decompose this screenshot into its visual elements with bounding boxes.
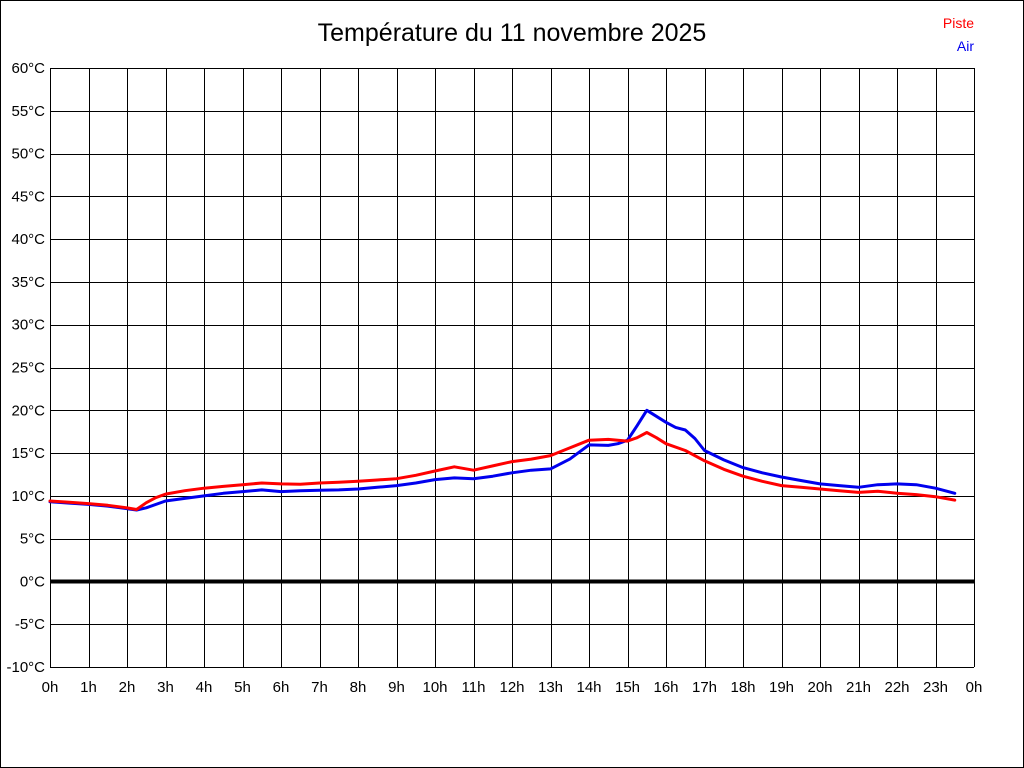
- series-line-air: [48, 408, 957, 512]
- x-tick-label: 14h: [576, 679, 601, 696]
- x-tick-label: 5h: [234, 679, 251, 696]
- x-tick-label: 16h: [653, 679, 678, 696]
- y-tick-label: 50°C: [11, 146, 45, 163]
- y-tick-label: 10°C: [11, 488, 45, 505]
- x-tick-label: 10h: [422, 679, 447, 696]
- y-tick-label: 5°C: [20, 531, 45, 548]
- x-tick-label: 22h: [884, 679, 909, 696]
- y-tick-label: -5°C: [15, 616, 45, 633]
- x-tick-label: 18h: [730, 679, 755, 696]
- y-tick-label: 25°C: [11, 360, 45, 377]
- page-title: Température du 11 novembre 2025: [317, 19, 707, 47]
- legend-item-air: Air: [956, 38, 974, 54]
- y-tick-label: 45°C: [11, 188, 45, 205]
- x-tick-label: 17h: [692, 679, 717, 696]
- y-tick-label: 30°C: [11, 317, 45, 334]
- x-tick-label: 3h: [157, 679, 174, 696]
- legend-item-piste: Piste: [942, 15, 974, 31]
- y-tick-label: 35°C: [11, 274, 45, 291]
- x-tick-label: 0h: [42, 679, 59, 696]
- y-axis-labels: 60°C 55°C 50°C 45°C 40°C 35°C 30°C 25°C 20°C 15°C…: [6, 60, 45, 676]
- chart-legend: Piste Air: [943, 12, 974, 58]
- x-tick-label: 15h: [615, 679, 640, 696]
- x-tick-label: 21h: [846, 679, 871, 696]
- y-tick-label: 0°C: [20, 573, 45, 590]
- x-tick-label: 7h: [311, 679, 328, 696]
- y-tick-label: 60°C: [11, 60, 45, 77]
- x-tick-label: 0h: [966, 679, 983, 696]
- x-tick-label: 9h: [388, 679, 405, 696]
- x-tick-label: 8h: [350, 679, 367, 696]
- x-tick-label: 4h: [196, 679, 213, 696]
- x-tick-label: 23h: [923, 679, 948, 696]
- x-tick-label: 11h: [462, 679, 486, 696]
- x-tick-label: 1h: [80, 679, 97, 696]
- y-tick-label: -10°C: [6, 659, 45, 676]
- y-tick-label: 15°C: [11, 445, 45, 462]
- x-tick-label: 13h: [538, 679, 563, 696]
- x-tick-label: 12h: [499, 679, 524, 696]
- y-tick-label: 40°C: [11, 231, 45, 248]
- x-axis-labels: 0h 1h 2h 3h 4h 5h 6h 7h 8h 9h 10h 11h 12h 13h 14h 15h 16…: [42, 679, 983, 696]
- series-line-piste: [48, 431, 957, 511]
- x-tick-label: 20h: [807, 679, 832, 696]
- x-tick-label: 6h: [273, 679, 290, 696]
- y-tick-label: 20°C: [11, 402, 45, 419]
- x-tick-label: 19h: [769, 679, 794, 696]
- y-tick-label: 55°C: [11, 103, 45, 120]
- x-tick-label: 2h: [119, 679, 136, 696]
- grid-lines: [50, 68, 975, 668]
